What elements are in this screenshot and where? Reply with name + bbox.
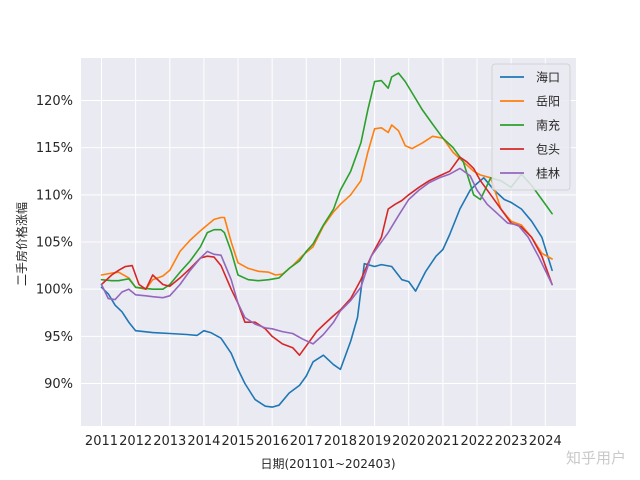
series-line-3 (100, 72, 553, 291)
legend-box (491, 63, 571, 191)
series-line-5 (100, 167, 553, 345)
x-axis-label: 日期(201101~202403) (260, 457, 395, 471)
x-tick-label: 2022 (460, 434, 493, 449)
legend-label: 南充 (536, 118, 560, 133)
y-tick-label: 95% (44, 330, 73, 345)
x-tick-label: 2021 (426, 434, 459, 449)
x-tick-label: 2015 (221, 434, 254, 449)
x-tick-label: 2017 (290, 434, 323, 449)
y-tick-label: 120% (36, 94, 73, 109)
x-tick-label: 2012 (119, 434, 152, 449)
y-tick-labels: 90% 95% 100% 105% 110% 115% 120% (36, 94, 73, 392)
legend-label: 桂林 (536, 166, 560, 181)
y-tick-label: 110% (36, 188, 73, 203)
x-tick-labels: 2011 2012 2013 2014 2015 2016 2017 2018 2019 2020… (85, 434, 562, 449)
legend-label: 岳阳 (536, 95, 560, 109)
y-tick-label: 90% (44, 377, 73, 392)
x-tick-label: 2024 (529, 434, 562, 449)
x-tick-label: 2019 (358, 434, 391, 449)
x-tick-label: 2023 (495, 434, 528, 449)
x-tick-label: 2014 (187, 434, 220, 449)
x-tick-label: 2016 (256, 434, 289, 449)
y-tick-label: 105% (36, 236, 73, 251)
y-tick-label: 100% (36, 283, 73, 298)
y-axis-label: 二手房价格涨幅 (14, 202, 29, 286)
series-line-4 (100, 156, 553, 357)
watermark: 知乎用户 (565, 449, 626, 467)
x-tick-label: 2018 (324, 434, 357, 449)
x-tick-label: 2011 (85, 434, 118, 449)
y-tick-label: 115% (36, 141, 73, 156)
legend-label: 海口 (536, 70, 560, 85)
series-lines (100, 72, 553, 408)
legend-label: 包头 (536, 143, 560, 157)
x-tick-label: 2020 (392, 434, 425, 449)
x-tick-label: 2013 (153, 434, 186, 449)
